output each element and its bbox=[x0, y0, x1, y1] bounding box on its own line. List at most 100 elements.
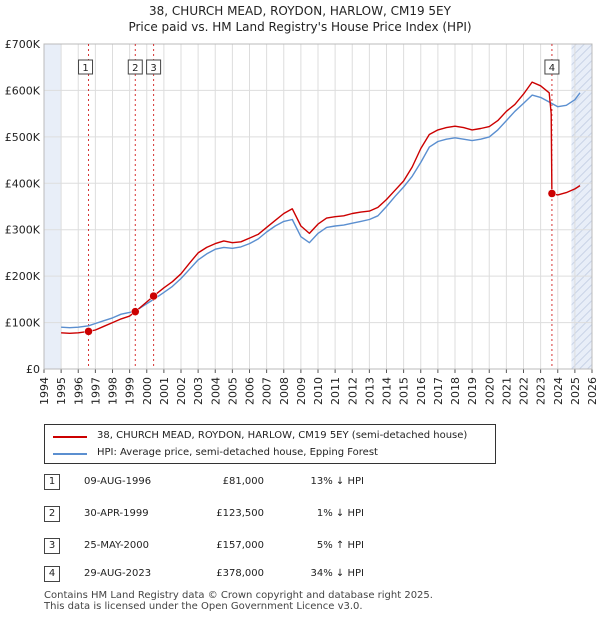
y-tick-label: £600K bbox=[5, 84, 41, 97]
sale-marker-label: 1 bbox=[82, 63, 88, 74]
x-tick-label: 1999 bbox=[124, 377, 137, 405]
x-tick-label: 2014 bbox=[381, 377, 394, 405]
footer-licence: This data is licensed under the Open Gov… bbox=[44, 601, 363, 612]
sale-marker-box bbox=[127, 59, 143, 75]
x-tick-label: 2018 bbox=[449, 377, 462, 405]
x-tick-label: 2007 bbox=[261, 377, 274, 405]
sale-marker-box bbox=[146, 59, 162, 75]
hpi-series-line bbox=[61, 92, 581, 329]
hatch-line bbox=[571, 131, 593, 154]
hatch-line bbox=[571, 203, 593, 226]
hatch-line bbox=[571, 163, 593, 186]
hatch-line bbox=[571, 139, 593, 162]
hatch-line bbox=[227, 44, 552, 369]
chart-title: 38, CHURCH MEAD, ROYDON, HARLOW, CM19 5E… bbox=[149, 4, 451, 18]
y-tick-label: £700K bbox=[5, 38, 41, 51]
transaction-date: 29-AUG-2023 bbox=[84, 568, 152, 579]
x-tick-label: 2002 bbox=[175, 377, 188, 405]
hatch-line bbox=[211, 44, 536, 369]
x-tick-label: 2008 bbox=[278, 377, 291, 405]
x-tick-label: 2021 bbox=[500, 377, 513, 405]
transaction-date: 25-MAY-2000 bbox=[84, 540, 150, 551]
hatch-line bbox=[571, 179, 593, 202]
x-tick-label: 2026 bbox=[586, 377, 599, 405]
sale-marker-label: 3 bbox=[150, 63, 156, 74]
plot-border bbox=[43, 43, 593, 370]
hatch-line bbox=[187, 44, 512, 369]
sale-point bbox=[84, 327, 93, 336]
legend-label-hpi: HPI: Average price, semi-detached house,… bbox=[97, 447, 378, 458]
price-chart: £0 £100K £200K £300K £400K £500K £600K £700K 199… bbox=[5, 38, 600, 405]
x-tick-label: 2022 bbox=[518, 377, 531, 405]
x-tick-label: 2013 bbox=[363, 377, 376, 405]
x-tick-label: 2005 bbox=[226, 377, 239, 405]
hatch-line bbox=[571, 44, 593, 66]
x-tick-label: 2001 bbox=[158, 377, 171, 405]
hatch-line bbox=[571, 99, 593, 122]
x-tick-label: 2000 bbox=[141, 377, 154, 405]
sale-point bbox=[149, 291, 158, 301]
x-tick-label: 2011 bbox=[329, 377, 342, 405]
hatch-line bbox=[571, 299, 593, 322]
hatch-line bbox=[571, 91, 593, 114]
sale-marker-box bbox=[78, 59, 94, 75]
hatch-line bbox=[571, 147, 593, 170]
x-tick-label: 2015 bbox=[398, 377, 411, 405]
property-series-line bbox=[61, 81, 581, 334]
y-tick-label: £500K bbox=[5, 131, 41, 144]
hatch-line bbox=[571, 83, 593, 106]
transaction-number: 1 bbox=[44, 474, 60, 490]
hatch-line bbox=[571, 171, 593, 194]
x-tick-label: 2006 bbox=[244, 377, 257, 405]
transaction-hpi: 1% ↓ HPI bbox=[316, 508, 364, 519]
transaction-price: £123,500 bbox=[216, 508, 264, 519]
hatch-line bbox=[219, 44, 544, 369]
x-tick-label: 2025 bbox=[569, 377, 582, 405]
x-tick-label: 1996 bbox=[72, 377, 85, 405]
hatch-line bbox=[571, 123, 593, 146]
legend: 38, CHURCH MEAD, ROYDON, HARLOW, CM19 5E… bbox=[44, 424, 496, 464]
transaction-hpi: 34% ↓ HPI bbox=[310, 568, 364, 579]
transaction-number: 2 bbox=[44, 506, 60, 522]
transaction-date: 30-APR-1999 bbox=[84, 508, 149, 519]
chart-subtitle: Price paid vs. HM Land Registry's House … bbox=[128, 20, 472, 34]
x-tick-label: 2009 bbox=[295, 377, 308, 405]
hatch-line bbox=[571, 44, 585, 58]
shaded-period bbox=[44, 44, 62, 369]
sale-marker-label: 2 bbox=[132, 63, 138, 74]
hatch-line bbox=[203, 44, 528, 369]
hatch-line bbox=[571, 67, 593, 90]
y-tick-label: £0 bbox=[26, 363, 40, 376]
transaction-number: 4 bbox=[44, 566, 60, 582]
transaction-row: 3 25-MAY-2000 £157,000 5% ↑ HPI bbox=[44, 538, 444, 556]
x-tick-label: 1998 bbox=[107, 377, 120, 405]
x-tick-label: 1997 bbox=[89, 377, 102, 405]
x-tick-label: 2004 bbox=[209, 377, 222, 405]
x-tick-label: 2023 bbox=[535, 377, 548, 405]
transaction-hpi: 5% ↑ HPI bbox=[316, 540, 364, 551]
x-tick-label: 2020 bbox=[483, 377, 496, 405]
x-tick-label: 2017 bbox=[432, 377, 445, 405]
legend-swatch-property bbox=[53, 436, 87, 438]
transaction-price: £157,000 bbox=[216, 540, 264, 551]
hatch-line bbox=[571, 307, 593, 330]
sale-marker-box bbox=[544, 59, 560, 75]
hatch-line bbox=[571, 59, 593, 82]
hatch-line bbox=[171, 44, 496, 369]
sale-marker-label: 4 bbox=[549, 63, 555, 74]
transaction-hpi: 13% ↓ HPI bbox=[310, 476, 364, 487]
footer-copyright: Contains HM Land Registry data © Crown c… bbox=[44, 590, 433, 601]
hatch-line bbox=[571, 195, 593, 218]
hatch-line bbox=[595, 44, 600, 369]
transaction-price: £81,000 bbox=[222, 476, 264, 487]
transaction-date: 09-AUG-1996 bbox=[84, 476, 152, 487]
x-tick-label: 2012 bbox=[346, 377, 359, 405]
hatch-line bbox=[571, 44, 577, 50]
x-tick-label: 2016 bbox=[415, 377, 428, 405]
x-tick-label: 1995 bbox=[55, 377, 68, 405]
transaction-row: 4 29-AUG-2023 £378,000 34% ↓ HPI bbox=[44, 566, 444, 584]
y-tick-label: £200K bbox=[5, 270, 41, 283]
hatch-line bbox=[571, 75, 593, 98]
footer: Contains HM Land Registry data © Crown c… bbox=[44, 590, 433, 612]
hatch-line bbox=[179, 44, 504, 369]
